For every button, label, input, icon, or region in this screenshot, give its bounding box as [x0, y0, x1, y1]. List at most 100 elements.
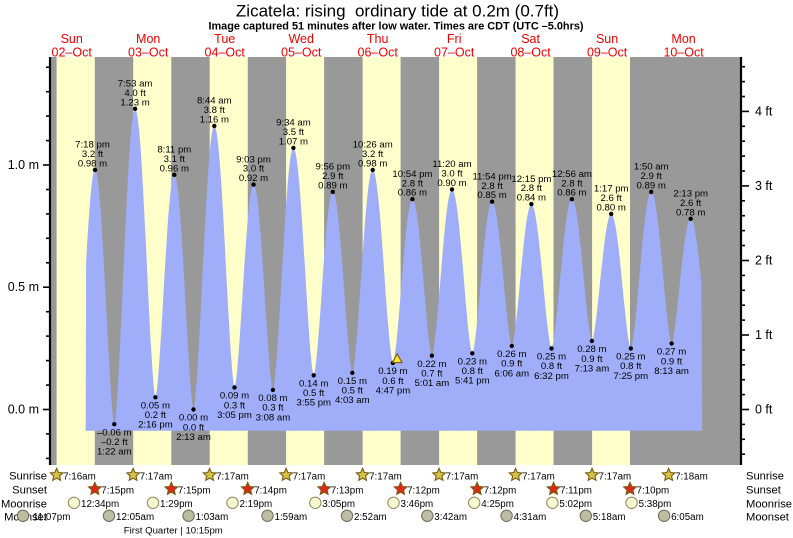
svg-text:0.5 m: 0.5 m: [8, 280, 39, 294]
svg-text:0.8 ft: 0.8 ft: [462, 366, 484, 377]
svg-text:7:18 pm: 7:18 pm: [75, 140, 110, 151]
svg-text:11:20 am: 11:20 am: [432, 159, 471, 170]
svg-text:7:15pm: 7:15pm: [101, 485, 134, 496]
svg-text:1:59am: 1:59am: [275, 512, 308, 523]
svg-text:4:47 pm: 4:47 pm: [376, 385, 411, 396]
svg-text:7:17am: 7:17am: [369, 471, 402, 482]
svg-text:2.6 ft: 2.6 ft: [601, 193, 623, 204]
svg-text:0.5 ft: 0.5 ft: [342, 386, 364, 397]
svg-text:Moonset: Moonset: [746, 511, 790, 523]
svg-text:8:13 am: 8:13 am: [654, 366, 689, 377]
svg-text:7:17am: 7:17am: [446, 471, 479, 482]
svg-text:0.86 m: 0.86 m: [398, 188, 427, 199]
svg-text:8:11 pm: 8:11 pm: [157, 145, 191, 156]
svg-text:07–Oct: 07–Oct: [434, 46, 475, 60]
svg-text:0.19 m: 0.19 m: [378, 366, 407, 377]
svg-text:7:17am: 7:17am: [293, 471, 326, 482]
svg-text:3.2 ft: 3.2 ft: [362, 149, 384, 160]
svg-text:0.05 m: 0.05 m: [141, 401, 170, 412]
svg-text:12:56 am: 12:56 am: [552, 169, 592, 180]
svg-text:7:53 am: 7:53 am: [118, 79, 153, 90]
svg-text:4 ft: 4 ft: [755, 104, 773, 118]
svg-text:7:13 am: 7:13 am: [575, 363, 610, 374]
svg-text:0.84 m: 0.84 m: [517, 193, 546, 204]
svg-text:Sunrise: Sunrise: [746, 471, 784, 483]
svg-text:2.8 ft: 2.8 ft: [521, 183, 543, 194]
svg-text:04–Oct: 04–Oct: [205, 46, 246, 60]
svg-text:6:32 pm: 6:32 pm: [534, 371, 569, 382]
svg-text:02–Oct: 02–Oct: [52, 46, 93, 60]
svg-text:7:16am: 7:16am: [63, 471, 96, 482]
svg-text:3:05 pm: 3:05 pm: [217, 410, 252, 421]
svg-text:0.5 ft: 0.5 ft: [303, 388, 325, 399]
svg-text:5:41 pm: 5:41 pm: [455, 376, 490, 387]
svg-text:9:34 am: 9:34 am: [276, 118, 311, 129]
svg-text:4:03 am: 4:03 am: [335, 395, 370, 406]
svg-text:3:55 pm: 3:55 pm: [296, 398, 331, 409]
svg-text:1:50 am: 1:50 am: [634, 162, 669, 173]
svg-text:1:03am: 1:03am: [196, 512, 229, 523]
svg-text:3:42am: 3:42am: [434, 512, 467, 523]
svg-text:9:03 pm: 9:03 pm: [236, 154, 271, 165]
svg-text:03–Oct: 03–Oct: [128, 46, 169, 60]
svg-text:0.98 m: 0.98 m: [358, 158, 387, 169]
svg-text:0.23 m: 0.23 m: [458, 357, 487, 368]
svg-text:0.96 m: 0.96 m: [160, 163, 189, 174]
svg-text:0.8 ft: 0.8 ft: [541, 361, 563, 372]
svg-text:0.27 m: 0.27 m: [657, 347, 686, 358]
svg-text:0.3 ft: 0.3 ft: [224, 400, 246, 411]
svg-text:0.85 m: 0.85 m: [477, 190, 506, 201]
svg-text:7:18am: 7:18am: [675, 471, 708, 482]
svg-text:5:18am: 5:18am: [593, 512, 626, 523]
svg-text:0.28 m: 0.28 m: [577, 344, 606, 355]
svg-text:1.0 m: 1.0 m: [8, 158, 39, 172]
svg-text:3 ft: 3 ft: [755, 179, 773, 193]
svg-text:06–Oct: 06–Oct: [358, 46, 399, 60]
svg-text:0.15 m: 0.15 m: [338, 376, 367, 387]
svg-text:0.00 m: 0.00 m: [179, 413, 208, 424]
svg-text:6:05am: 6:05am: [671, 512, 704, 523]
svg-text:Sunrise: Sunrise: [9, 471, 47, 483]
svg-text:0.22 m: 0.22 m: [417, 359, 446, 370]
svg-text:2.9 ft: 2.9 ft: [641, 171, 663, 182]
svg-text:0.6 ft: 0.6 ft: [382, 376, 404, 387]
svg-text:11:54 pm: 11:54 pm: [472, 171, 511, 182]
svg-text:10:26 am: 10:26 am: [353, 140, 393, 151]
svg-text:0.14 m: 0.14 m: [299, 379, 328, 390]
svg-text:3.5 ft: 3.5 ft: [283, 127, 305, 138]
svg-text:Moonrise: Moonrise: [1, 498, 47, 510]
svg-text:7:17am: 7:17am: [522, 471, 555, 482]
svg-text:Sunset: Sunset: [746, 485, 782, 497]
svg-text:0.2 ft: 0.2 ft: [145, 410, 167, 421]
svg-text:Tue: Tue: [214, 32, 235, 46]
svg-text:08–Oct: 08–Oct: [510, 46, 551, 60]
svg-text:0.25 m: 0.25 m: [537, 352, 566, 363]
svg-text:2.8 ft: 2.8 ft: [561, 178, 583, 189]
svg-text:7:17am: 7:17am: [140, 471, 173, 482]
svg-text:3:46pm: 3:46pm: [401, 499, 434, 510]
svg-text:9:56 pm: 9:56 pm: [315, 162, 350, 173]
svg-text:0.90 m: 0.90 m: [437, 178, 466, 189]
svg-text:0.9 ft: 0.9 ft: [501, 359, 523, 370]
svg-text:0.08 m: 0.08 m: [258, 393, 287, 404]
svg-text:2.9 ft: 2.9 ft: [322, 171, 344, 182]
svg-text:0.25 m: 0.25 m: [616, 352, 645, 363]
svg-text:Moonrise: Moonrise: [746, 498, 792, 510]
svg-text:0.8 ft: 0.8 ft: [620, 361, 642, 372]
svg-text:Fri: Fri: [447, 32, 462, 46]
svg-text:0 ft: 0 ft: [755, 403, 773, 417]
svg-text:4.0 ft: 4.0 ft: [124, 88, 146, 99]
svg-text:0.98 m: 0.98 m: [78, 158, 107, 169]
svg-text:7:11pm: 7:11pm: [560, 485, 592, 496]
svg-text:7:10pm: 7:10pm: [637, 485, 670, 496]
svg-text:4:31am: 4:31am: [514, 512, 547, 523]
svg-text:2:13 pm: 2:13 pm: [673, 189, 708, 200]
svg-text:0.80 m: 0.80 m: [597, 202, 626, 213]
svg-text:1.23 m: 1.23 m: [120, 97, 149, 108]
svg-text:Mon: Mon: [136, 32, 160, 46]
svg-text:2:13 am: 2:13 am: [176, 432, 211, 443]
svg-text:7:25 pm: 7:25 pm: [613, 371, 648, 382]
svg-text:First Quarter | 10:15pm: First Quarter | 10:15pm: [124, 526, 223, 537]
svg-text:2.6 ft: 2.6 ft: [680, 198, 702, 209]
svg-text:3:05pm: 3:05pm: [322, 499, 355, 510]
